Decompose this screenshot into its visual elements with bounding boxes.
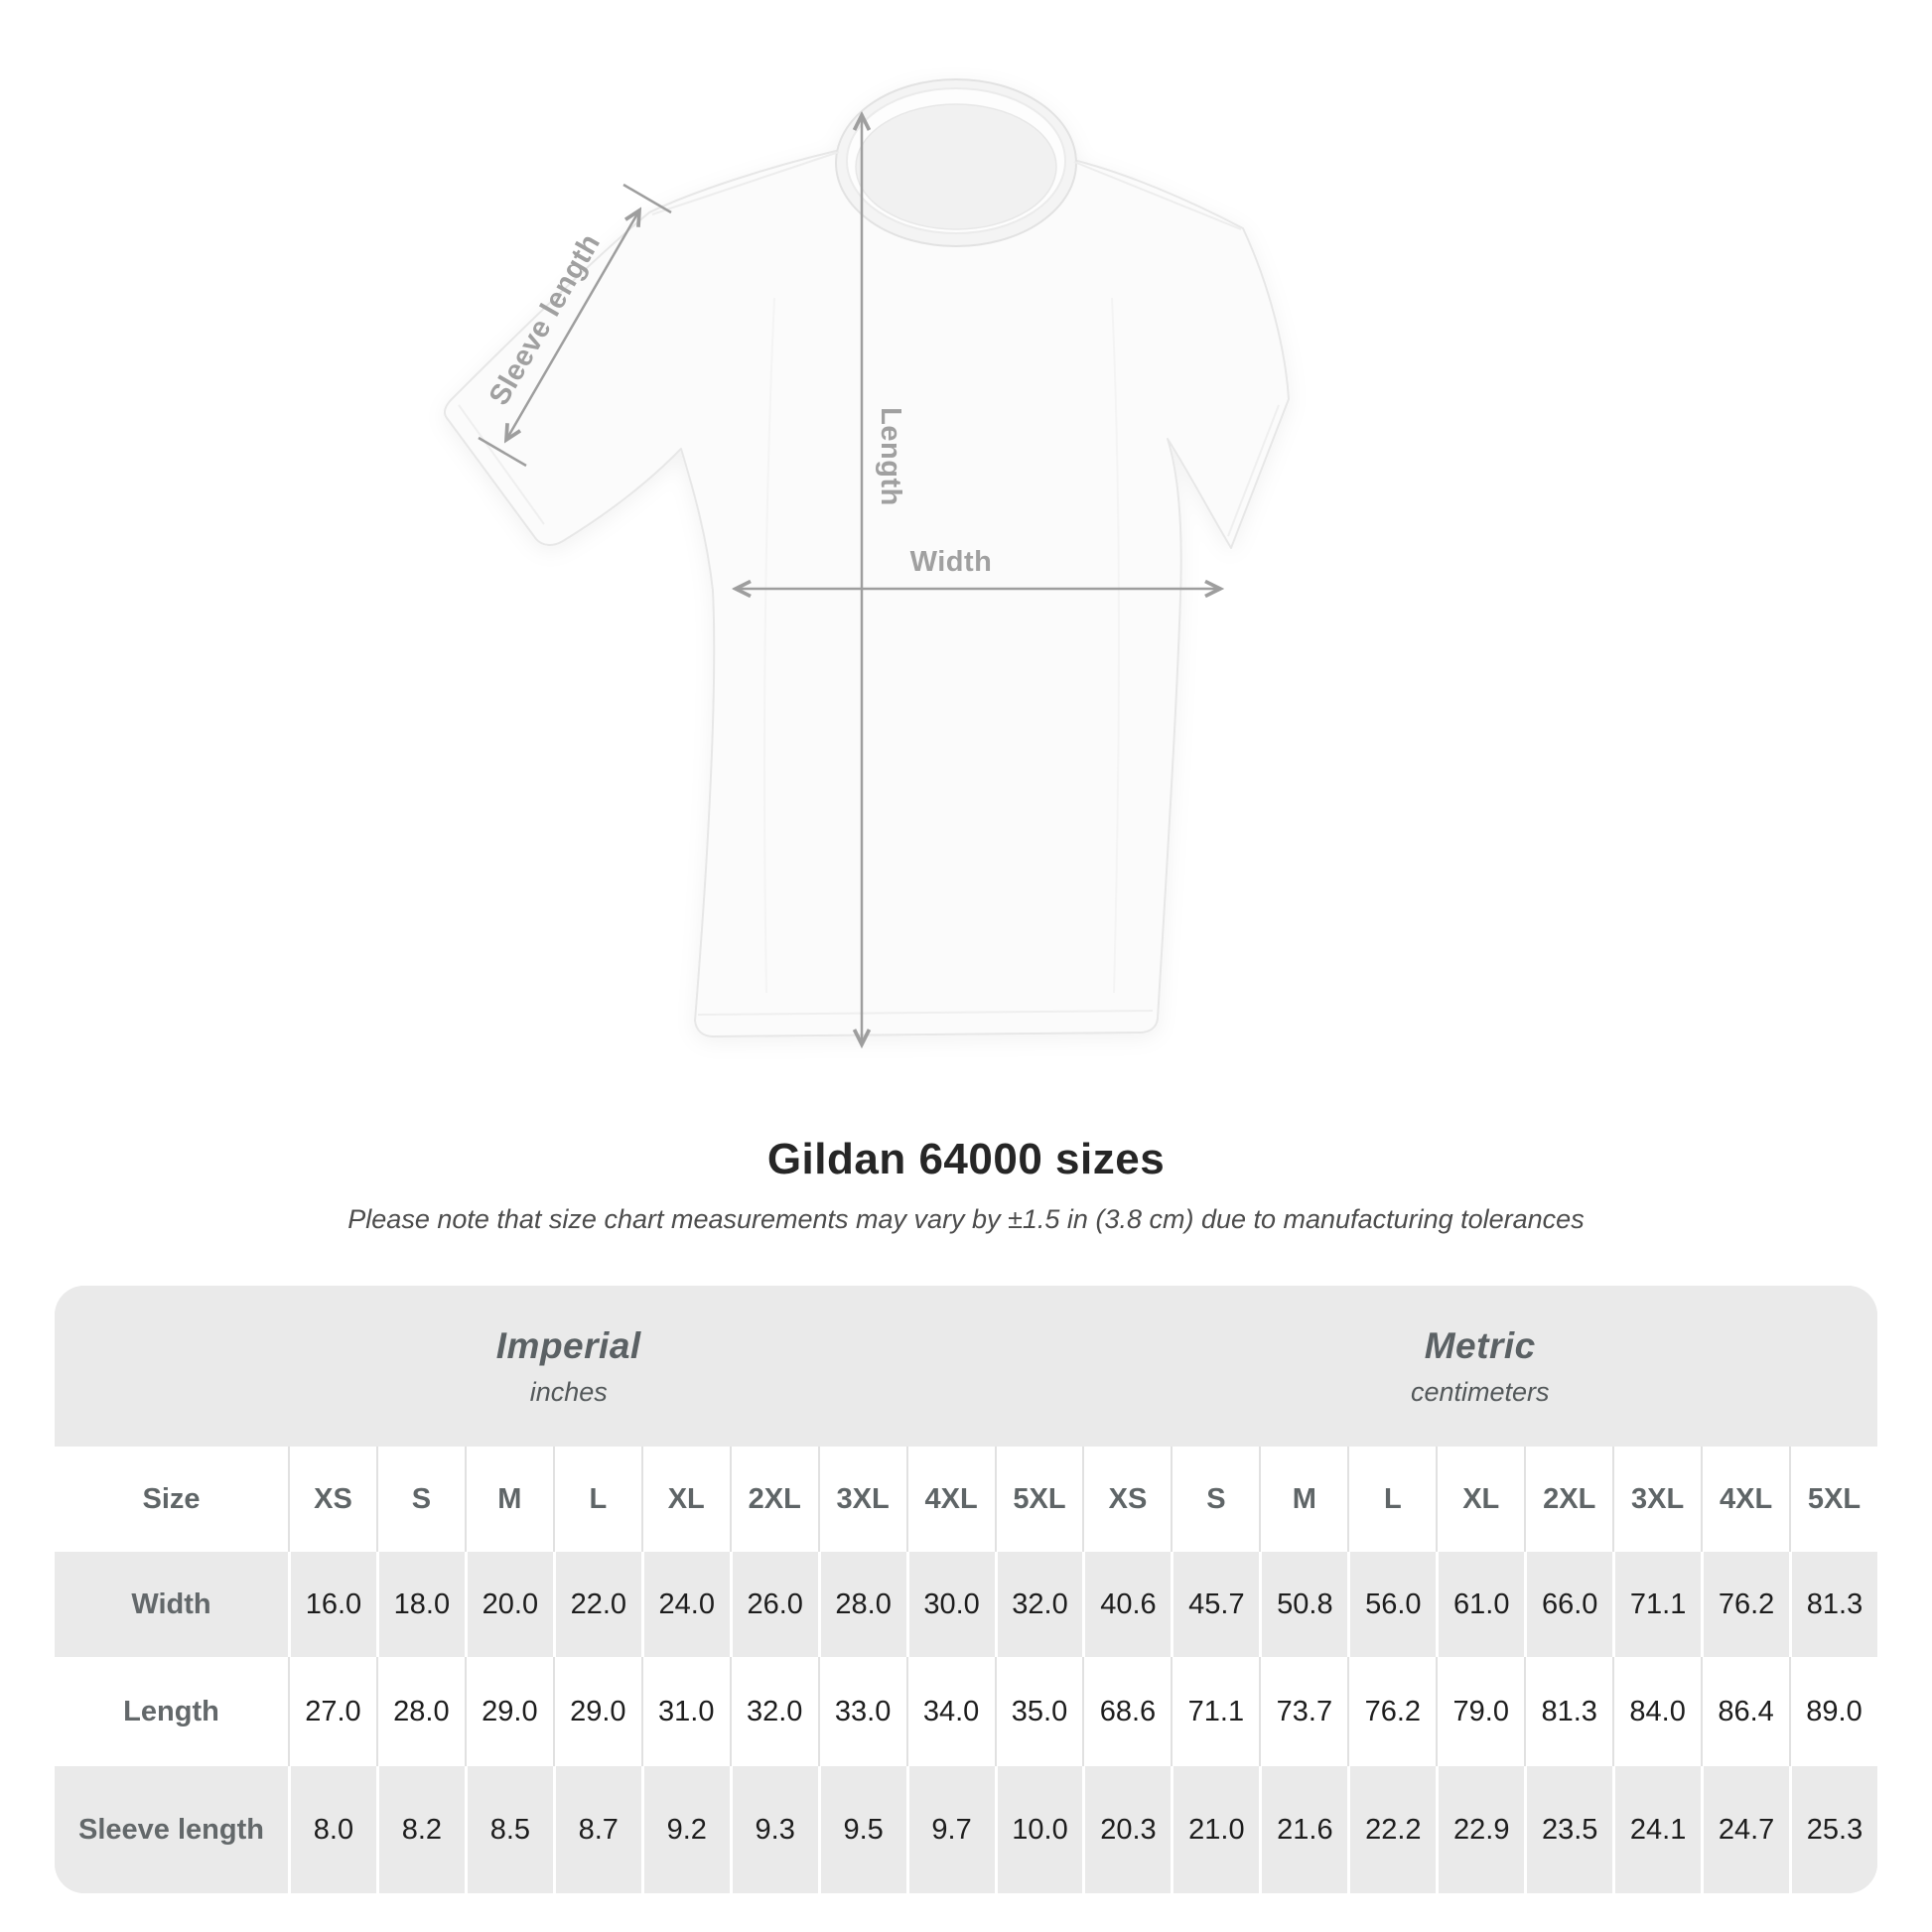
size-col-header-imperial-m: M — [464, 1447, 553, 1552]
value-cell-length-metric: 79.0 — [1436, 1657, 1525, 1766]
size-col-header-metric-3xl: 3XL — [1612, 1447, 1702, 1552]
value-cell-sleeve-length-imperial: 8.5 — [464, 1766, 553, 1893]
value-cell-sleeve-length-metric: 23.5 — [1524, 1766, 1613, 1893]
value-cell-width-imperial: 30.0 — [905, 1552, 995, 1657]
value-cell-sleeve-length-imperial: 9.3 — [729, 1766, 818, 1893]
value-cell-length-metric: 76.2 — [1347, 1657, 1437, 1766]
row-label-width: Width — [55, 1552, 288, 1657]
size-col-header-metric-4xl: 4XL — [1701, 1447, 1790, 1552]
value-cell-width-metric: 61.0 — [1436, 1552, 1525, 1657]
value-cell-sleeve-length-imperial: 9.5 — [817, 1766, 906, 1893]
value-cell-sleeve-length-imperial: 8.0 — [288, 1766, 376, 1893]
group-unit-label: centimeters — [1410, 1376, 1550, 1407]
sleeve-end-tick-bottom — [478, 436, 527, 468]
size-col-header-imperial-l: L — [552, 1447, 641, 1552]
group-label: Metric — [1424, 1324, 1536, 1366]
value-cell-width-imperial: 16.0 — [288, 1552, 376, 1657]
value-cell-sleeve-length-metric: 21.6 — [1259, 1766, 1348, 1893]
size-col-header-imperial-s: S — [375, 1447, 465, 1552]
length-label: Length — [875, 407, 906, 506]
value-cell-length-imperial: 29.0 — [552, 1657, 641, 1766]
value-cell-sleeve-length-metric: 24.1 — [1612, 1766, 1702, 1893]
value-cell-width-imperial: 26.0 — [729, 1552, 818, 1657]
sleeve-end-tick-top — [622, 183, 672, 214]
value-cell-length-metric: 81.3 — [1524, 1657, 1613, 1766]
value-cell-length-metric: 68.6 — [1082, 1657, 1172, 1766]
value-cell-sleeve-length-metric: 22.9 — [1436, 1766, 1525, 1893]
value-cell-width-metric: 76.2 — [1701, 1552, 1790, 1657]
value-cell-width-metric: 56.0 — [1347, 1552, 1437, 1657]
value-cell-width-metric: 50.8 — [1259, 1552, 1348, 1657]
width-label: Width — [909, 546, 993, 578]
row-label-length: Length — [55, 1657, 288, 1766]
value-cell-length-imperial: 35.0 — [994, 1657, 1083, 1766]
row-label-sleeve-length: Sleeve length — [55, 1766, 288, 1893]
size-col-header-imperial-4xl: 4XL — [905, 1447, 995, 1552]
size-col-header-imperial-xl: XL — [640, 1447, 730, 1552]
value-cell-length-metric: 84.0 — [1612, 1657, 1702, 1766]
value-cell-length-metric: 73.7 — [1259, 1657, 1348, 1766]
size-col-header-imperial-xs: XS — [288, 1447, 376, 1552]
value-cell-sleeve-length-metric: 24.7 — [1701, 1766, 1790, 1893]
value-cell-width-metric: 66.0 — [1524, 1552, 1613, 1657]
value-cell-width-imperial: 32.0 — [994, 1552, 1083, 1657]
tshirt-graphic — [443, 78, 1290, 1102]
group-unit-label: inches — [529, 1376, 608, 1407]
group-header-imperial: Imperial inches — [55, 1286, 1083, 1447]
value-cell-length-imperial: 29.0 — [464, 1657, 553, 1766]
value-cell-length-metric: 86.4 — [1701, 1657, 1790, 1766]
title-block: Gildan 64000 sizes Please note that size… — [0, 1135, 1932, 1235]
value-cell-sleeve-length-imperial: 9.7 — [905, 1766, 995, 1893]
size-table: Imperial inches Metric centimeters Size XS S M L… — [55, 1286, 1877, 1893]
value-cell-length-imperial: 27.0 — [288, 1657, 376, 1766]
value-cell-length-metric: 71.1 — [1171, 1657, 1260, 1766]
value-cell-sleeve-length-metric: 20.3 — [1082, 1766, 1172, 1893]
value-cell-width-imperial: 22.0 — [552, 1552, 641, 1657]
value-cell-length-imperial: 33.0 — [817, 1657, 906, 1766]
size-col-header-metric-2xl: 2XL — [1524, 1447, 1613, 1552]
value-cell-width-metric: 71.1 — [1612, 1552, 1702, 1657]
size-col-header-imperial-5xl: 5XL — [994, 1447, 1083, 1552]
value-cell-length-imperial: 31.0 — [640, 1657, 730, 1766]
value-cell-sleeve-length-imperial: 8.2 — [375, 1766, 465, 1893]
size-col-header-imperial-2xl: 2XL — [729, 1447, 818, 1552]
size-col-header-metric-s: S — [1171, 1447, 1260, 1552]
size-col-header-metric-xs: XS — [1082, 1447, 1172, 1552]
size-col-header-imperial-3xl: 3XL — [817, 1447, 906, 1552]
value-cell-sleeve-length-imperial: 10.0 — [994, 1766, 1083, 1893]
value-cell-width-imperial: 18.0 — [375, 1552, 465, 1657]
value-cell-width-imperial: 28.0 — [817, 1552, 906, 1657]
page-title: Gildan 64000 sizes — [766, 1135, 1166, 1183]
value-cell-length-imperial: 28.0 — [375, 1657, 465, 1766]
tshirt-figure: Sleeve length Length Width — [443, 78, 1290, 1102]
value-cell-sleeve-length-imperial: 8.7 — [552, 1766, 641, 1893]
value-cell-sleeve-length-metric: 25.3 — [1789, 1766, 1877, 1893]
sleeve-measure-line — [506, 210, 639, 440]
group-header-metric: Metric centimeters — [1082, 1286, 1877, 1447]
value-cell-sleeve-length-metric: 22.2 — [1347, 1766, 1437, 1893]
value-cell-width-metric: 40.6 — [1082, 1552, 1172, 1657]
value-cell-width-metric: 81.3 — [1789, 1552, 1877, 1657]
value-cell-sleeve-length-imperial: 9.2 — [640, 1766, 730, 1893]
value-cell-length-imperial: 34.0 — [905, 1657, 995, 1766]
value-cell-sleeve-length-metric: 21.0 — [1171, 1766, 1260, 1893]
value-cell-length-metric: 89.0 — [1789, 1657, 1877, 1766]
size-col-header-metric-5xl: 5XL — [1789, 1447, 1877, 1552]
tolerance-note: Please note that size chart measurements… — [347, 1204, 1585, 1234]
group-label: Imperial — [495, 1324, 641, 1366]
value-cell-width-metric: 45.7 — [1171, 1552, 1260, 1657]
size-col-header-metric-xl: XL — [1436, 1447, 1525, 1552]
value-cell-length-imperial: 32.0 — [729, 1657, 818, 1766]
size-header-cell: Size — [55, 1447, 288, 1552]
value-cell-width-imperial: 24.0 — [640, 1552, 730, 1657]
value-cell-width-imperial: 20.0 — [464, 1552, 553, 1657]
size-col-header-metric-m: M — [1259, 1447, 1348, 1552]
size-col-header-metric-l: L — [1347, 1447, 1437, 1552]
